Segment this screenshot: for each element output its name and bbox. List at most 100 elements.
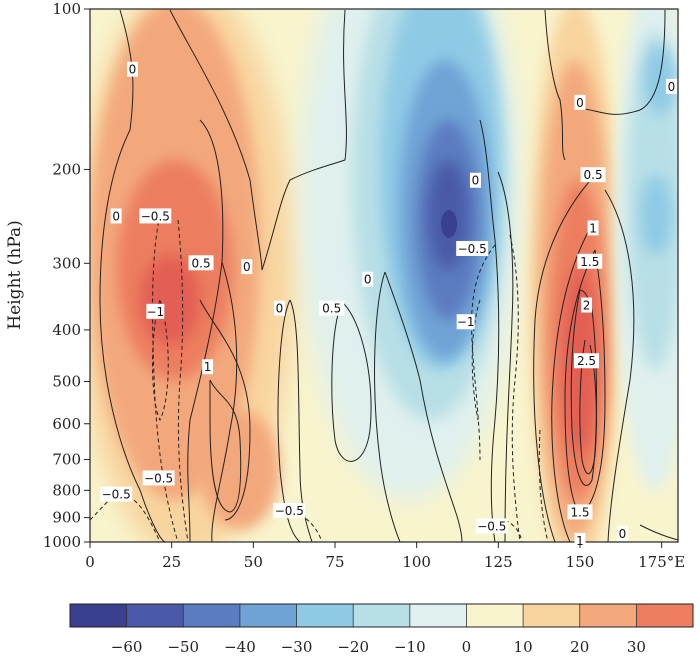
contour-line	[544, 9, 566, 161]
contour-label-bg	[469, 172, 481, 188]
x-tick-label: 175°E	[638, 553, 685, 571]
contour-label-bg	[139, 208, 172, 224]
x-tick-label: 50	[244, 553, 263, 571]
contour-line	[209, 379, 242, 513]
contour-label: 1	[204, 360, 212, 374]
contour-line	[177, 219, 189, 542]
contour-label-bg	[665, 78, 677, 94]
colorbar-swatch	[183, 604, 240, 627]
x-axis: 0 25 50 75 100 125 150 175°E	[85, 542, 685, 571]
colorbar-tick-label: −30	[281, 638, 313, 656]
contour-line	[277, 299, 301, 542]
colorbar-tick-label: 30	[627, 638, 646, 656]
contour-line	[471, 299, 481, 421]
contour-label-bg	[456, 314, 475, 330]
contour-label: −0.5	[477, 519, 506, 533]
contour-label: −0.5	[144, 471, 173, 485]
colorbar-tick-label: −40	[224, 638, 256, 656]
contour-label: −0.5	[275, 504, 304, 518]
contour-label-bg	[142, 470, 175, 486]
contour-label: 0	[619, 527, 627, 541]
colorbar-tick-label: 20	[570, 638, 589, 656]
colorbar-swatch	[239, 604, 297, 627]
contour-label-bg	[574, 94, 586, 110]
colorbar-swatch	[353, 604, 410, 627]
y-tick-label: 900	[52, 509, 81, 527]
contour-label: −1	[146, 305, 164, 319]
y-tick-label: 300	[52, 254, 81, 272]
contour-label: 0.5	[322, 302, 341, 316]
contour-line	[187, 119, 224, 542]
x-tick-label: 100	[402, 553, 431, 571]
contour-label-bg	[362, 271, 374, 287]
contour-label-bg	[580, 167, 606, 183]
colorbar-swatch	[636, 604, 693, 627]
contour-label: −1	[457, 315, 475, 329]
warm-region-left-low	[200, 410, 280, 530]
y-tick-label: 500	[52, 373, 81, 391]
contour-label-bg	[574, 353, 600, 369]
contour-label-bg	[581, 297, 593, 313]
contour-line	[604, 189, 635, 542]
contour-label-bg	[100, 486, 133, 502]
colorbar-swatch	[466, 604, 524, 627]
contour-label-bg	[202, 359, 214, 375]
contour-line	[289, 299, 313, 542]
contour-label: 0	[129, 63, 137, 77]
contour-line	[261, 9, 347, 271]
colorbar-swatch	[523, 604, 580, 627]
y-tick-label: 700	[52, 450, 81, 468]
y-axis: 100 200 300 400 500 600 700 800 900 1000	[43, 0, 90, 551]
x-tick-label: 125	[484, 553, 513, 571]
contour-label-bg	[146, 303, 165, 319]
contour-line	[152, 299, 169, 422]
contour-label: 0	[576, 96, 584, 110]
contour-label: 1	[576, 534, 584, 548]
contour-line	[479, 119, 500, 542]
contour-label: 0	[668, 80, 676, 94]
contour-line	[533, 169, 601, 542]
contour-label-bg	[475, 518, 508, 534]
contour-line	[169, 9, 263, 271]
contour-label: 0.5	[584, 168, 603, 182]
contour-line	[374, 271, 401, 542]
y-tick-label: 1000	[43, 533, 81, 551]
contour-label: 1.5	[580, 255, 599, 269]
y-tick-label: 800	[52, 481, 81, 499]
colorbar-tick-label: −10	[394, 638, 426, 656]
contour-line	[384, 271, 463, 542]
contour-line	[538, 429, 549, 542]
contour-line	[497, 171, 514, 542]
contour-label-bg	[241, 259, 253, 275]
contour-label-bg	[188, 255, 214, 271]
colorbar-swatch	[579, 604, 637, 627]
contour-labels: 0 0 −0.5 0.5 0 −1 1 0 0.5 0 0 −0.5 −1 0 0.5 1 1.5 2 2.5 −0.…	[100, 61, 677, 548]
contour-label-bg	[319, 300, 345, 316]
y-tick-label: 100	[52, 0, 81, 18]
colorbar-tick-label: −50	[167, 638, 199, 656]
contour-line	[471, 244, 496, 461]
contour-line	[509, 234, 521, 542]
x-tick-label: 75	[325, 553, 344, 571]
colorbar-tick-label: −60	[111, 638, 143, 656]
contour-label: −0.5	[141, 209, 170, 223]
contour-line	[331, 301, 372, 462]
contour-label-bg	[574, 532, 586, 548]
contour-label: −0.5	[102, 488, 131, 502]
contour-line	[211, 261, 238, 542]
x-tick-label: 150	[566, 553, 595, 571]
contour-line	[639, 524, 678, 541]
contour-label-bg	[273, 503, 306, 519]
contour-label: 0	[472, 174, 480, 188]
colorbar-frame	[69, 603, 694, 628]
contour-label: 0	[243, 260, 251, 274]
contour-label: 0.5	[192, 256, 211, 270]
contour-label-bg	[126, 61, 138, 77]
contour-label-bg	[567, 504, 593, 520]
contour-line	[577, 9, 666, 115]
contour-line	[579, 339, 597, 475]
contour-label-bg	[456, 240, 489, 256]
cold-region-east-3	[640, 175, 672, 255]
colorbar-tick-label: 10	[514, 638, 533, 656]
